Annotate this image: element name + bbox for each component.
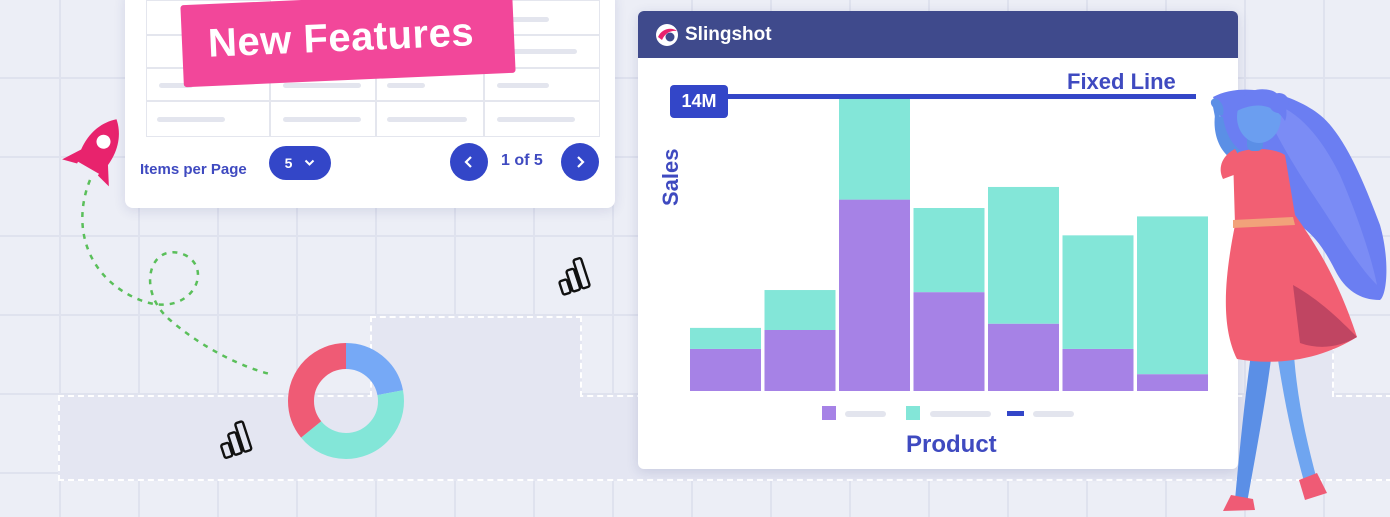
table-placeholder-text <box>497 49 577 54</box>
table-placeholder-text <box>387 83 425 88</box>
page-size-value: 5 <box>284 155 293 171</box>
chevron-down-icon <box>305 159 315 166</box>
placeholder-region <box>370 316 582 397</box>
table-cell <box>375 100 485 137</box>
legend-swatch-bottom <box>822 406 836 420</box>
bar-segment-bottom <box>1062 348 1134 391</box>
fixed-line <box>726 94 1196 100</box>
bar-segment-top <box>913 208 985 293</box>
fixed-line-value-tag: 14M <box>670 85 728 118</box>
bar-segment-bottom <box>690 348 761 391</box>
donut-segment <box>288 343 404 459</box>
table-placeholder-text <box>283 117 361 122</box>
table-placeholder-text <box>283 83 361 88</box>
woman-illustration <box>1210 89 1387 511</box>
bar-segment-bottom <box>913 292 985 391</box>
bar-segment-top <box>839 94 910 200</box>
previous-page-button[interactable] <box>450 143 488 181</box>
donut-chart-icon <box>288 343 404 459</box>
bar-segment-top <box>764 290 836 330</box>
x-axis-label: Product <box>906 431 997 458</box>
table-cell <box>483 100 600 137</box>
bar-chart-icon <box>220 420 253 459</box>
items-per-page-label: Items per Page <box>140 161 247 178</box>
legend-placeholder-text <box>1033 411 1074 417</box>
bar-segment-top <box>988 186 1059 324</box>
table-cell <box>269 100 377 137</box>
donut-segment <box>288 343 404 459</box>
bar-segment-bottom <box>988 323 1059 391</box>
chart-header: Slingshot <box>638 11 1238 58</box>
bar-segment-top <box>690 327 761 349</box>
table-placeholder-text <box>497 83 549 88</box>
legend-placeholder-text <box>930 411 991 417</box>
bar-segment-top <box>1137 216 1208 375</box>
table-placeholder-text <box>497 17 549 22</box>
table-placeholder-text <box>387 117 467 122</box>
legend-swatch-top <box>906 406 920 420</box>
fixed-line-label: Fixed Line <box>1067 69 1176 94</box>
flight-path <box>81 179 271 376</box>
next-page-button[interactable] <box>561 143 599 181</box>
table-placeholder-text <box>157 117 225 122</box>
chevron-right-icon <box>577 156 585 168</box>
chart-card: Slingshot Sales Product Fixed Line 14M <box>638 11 1238 469</box>
legend-swatch-line <box>1007 411 1024 416</box>
chevron-left-icon <box>464 156 472 168</box>
table-cell <box>483 67 600 102</box>
bar-segment-bottom <box>839 199 910 391</box>
bar-segment-top <box>1062 235 1134 349</box>
brand-name: Slingshot <box>685 24 772 45</box>
bar-segment-bottom <box>764 330 836 391</box>
y-axis-label: Sales <box>658 148 683 207</box>
rocket-icon <box>62 119 119 187</box>
table-placeholder-text <box>159 83 193 88</box>
stacked-bar-chart <box>690 94 1208 391</box>
slingshot-logo-icon <box>656 24 678 46</box>
bar-chart-icon <box>558 257 591 296</box>
table-cell <box>146 100 271 137</box>
legend-placeholder-text <box>845 411 886 417</box>
table-placeholder-text <box>497 117 575 122</box>
bar-segment-bottom <box>1137 374 1208 391</box>
page-size-select[interactable]: 5 <box>269 146 331 180</box>
page-indicator: 1 of 5 <box>501 152 543 169</box>
